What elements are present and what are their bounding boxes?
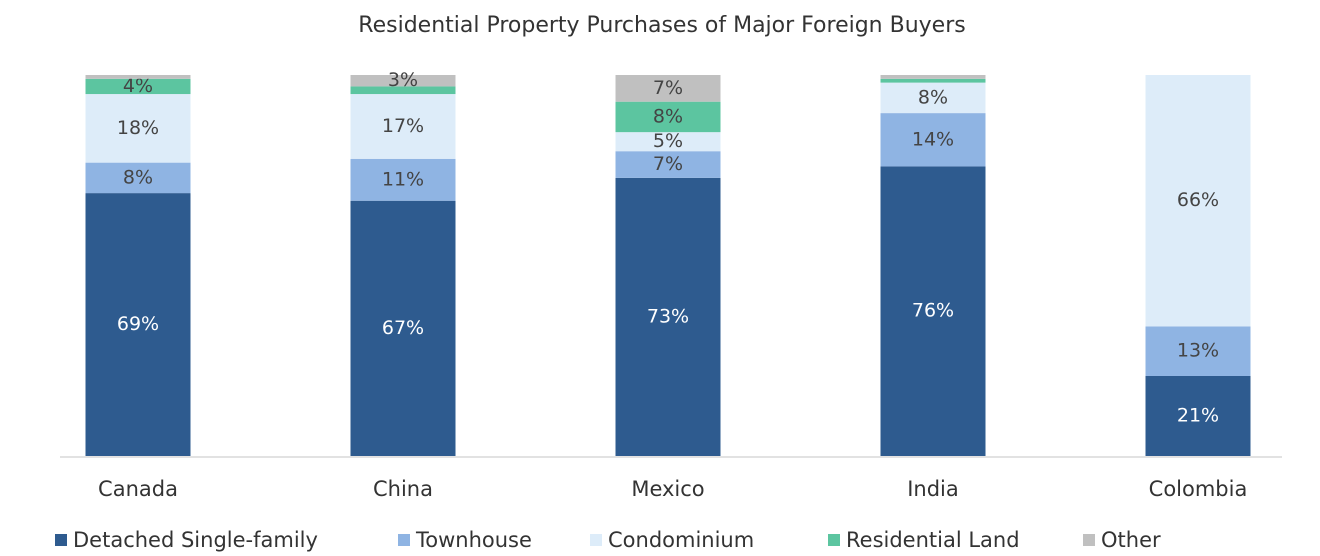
bar-segment bbox=[880, 82, 986, 114]
x-tick-label: India bbox=[907, 477, 959, 501]
legend-label: Other bbox=[1101, 528, 1161, 552]
bar-segment bbox=[615, 101, 721, 133]
legend-label: Condominium bbox=[608, 528, 754, 552]
data-label: 73% bbox=[647, 305, 689, 327]
bar-segment bbox=[85, 193, 191, 457]
data-label: 13% bbox=[1177, 340, 1219, 362]
data-label: 5% bbox=[653, 130, 683, 152]
bar-segment bbox=[615, 132, 721, 152]
data-label: 17% bbox=[382, 115, 424, 137]
data-label: 7% bbox=[653, 153, 683, 175]
bar-segment bbox=[615, 177, 721, 456]
legend-label: Detached Single-family bbox=[73, 528, 318, 552]
bar-segment bbox=[85, 162, 191, 194]
bar-segment bbox=[350, 94, 456, 159]
data-label: 3% bbox=[388, 69, 418, 91]
bar-segment bbox=[85, 78, 191, 95]
bar-segment bbox=[350, 158, 456, 201]
bar-segment bbox=[880, 75, 986, 79]
data-label: 11% bbox=[382, 168, 424, 190]
data-label: 8% bbox=[918, 86, 948, 108]
bar-segment bbox=[615, 151, 721, 178]
bar-segment bbox=[615, 75, 721, 102]
bar-segment bbox=[880, 78, 986, 83]
bar-segment bbox=[880, 113, 986, 167]
chart-title: Residential Property Purchases of Major … bbox=[358, 13, 965, 38]
legend-swatch bbox=[55, 534, 67, 546]
bar-segment bbox=[350, 86, 456, 95]
bar-segment bbox=[1145, 75, 1251, 327]
x-tick-label: Canada bbox=[98, 477, 178, 501]
data-label: 4% bbox=[123, 75, 153, 97]
bar-segment bbox=[85, 94, 191, 163]
bar-segment bbox=[1145, 326, 1251, 376]
legend-swatch bbox=[590, 534, 602, 546]
x-tick-label: Colombia bbox=[1149, 477, 1248, 501]
legend-swatch bbox=[398, 534, 410, 546]
data-label: 14% bbox=[912, 128, 954, 150]
x-tick-label: Mexico bbox=[631, 477, 704, 501]
legend-swatch bbox=[1083, 534, 1095, 546]
data-label: 76% bbox=[912, 300, 954, 322]
bar-segment bbox=[350, 200, 456, 456]
x-tick-label: China bbox=[373, 477, 433, 501]
data-label: 69% bbox=[117, 313, 159, 335]
legend-label: Residential Land bbox=[846, 528, 1020, 552]
bar-segment bbox=[350, 75, 456, 87]
data-label: 66% bbox=[1177, 189, 1219, 211]
legend-swatch bbox=[828, 534, 840, 546]
data-label: 21% bbox=[1177, 404, 1219, 426]
data-label: 8% bbox=[653, 105, 683, 127]
legend-label: Townhouse bbox=[415, 528, 532, 552]
bar-segment bbox=[85, 75, 191, 79]
data-label: 18% bbox=[117, 117, 159, 139]
bar-segment bbox=[1145, 375, 1251, 456]
data-label: 7% bbox=[653, 77, 683, 99]
bar-segment bbox=[880, 166, 986, 456]
data-label: 8% bbox=[123, 166, 153, 188]
data-label: 67% bbox=[382, 317, 424, 339]
